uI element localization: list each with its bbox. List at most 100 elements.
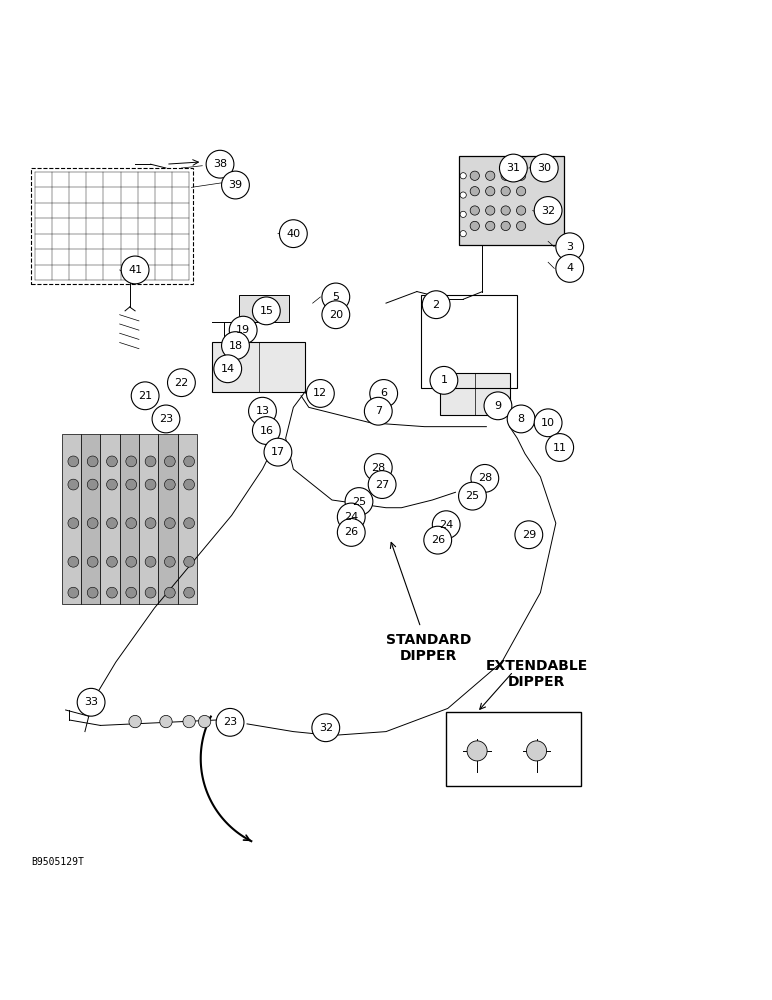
Circle shape [556,255,584,282]
Text: 11: 11 [553,443,567,453]
FancyBboxPatch shape [62,434,81,604]
FancyBboxPatch shape [100,434,120,604]
Circle shape [249,397,276,425]
Circle shape [486,171,495,180]
Text: 32: 32 [541,206,555,216]
Circle shape [486,221,495,231]
Circle shape [107,456,117,467]
Circle shape [470,206,479,215]
Circle shape [184,518,195,529]
Circle shape [107,556,117,567]
Text: 32: 32 [319,723,333,733]
Circle shape [486,187,495,196]
Text: 9: 9 [494,401,502,411]
Circle shape [126,479,137,490]
FancyBboxPatch shape [239,295,290,322]
Circle shape [145,518,156,529]
Circle shape [68,518,79,529]
Circle shape [229,316,257,344]
Circle shape [183,715,195,728]
Circle shape [184,587,195,598]
Circle shape [121,256,149,284]
Circle shape [222,332,249,359]
Circle shape [145,479,156,490]
Text: 27: 27 [375,480,389,490]
Circle shape [460,231,466,237]
FancyBboxPatch shape [178,434,197,604]
Circle shape [499,154,527,182]
Text: 40: 40 [286,229,300,239]
Circle shape [501,221,510,231]
Circle shape [107,479,117,490]
FancyBboxPatch shape [212,342,305,392]
Text: 8: 8 [517,414,525,424]
Circle shape [164,587,175,598]
Circle shape [87,518,98,529]
Circle shape [126,587,137,598]
Text: 39: 39 [229,180,242,190]
Circle shape [264,438,292,466]
Text: 5: 5 [332,292,340,302]
Text: 26: 26 [344,527,358,537]
Circle shape [198,715,211,728]
Circle shape [184,456,195,467]
Circle shape [337,503,365,531]
Text: 20: 20 [329,310,343,320]
Circle shape [337,519,365,546]
Text: 22: 22 [174,378,188,388]
Circle shape [534,197,562,224]
Circle shape [470,171,479,180]
FancyBboxPatch shape [440,373,510,415]
Circle shape [184,479,195,490]
Text: 6: 6 [380,388,388,398]
Circle shape [222,171,249,199]
Circle shape [164,479,175,490]
Circle shape [131,382,159,410]
Circle shape [206,150,234,178]
Text: 16: 16 [259,426,273,436]
Circle shape [516,221,526,231]
Text: 15: 15 [259,306,273,316]
Circle shape [424,526,452,554]
Text: 31: 31 [506,163,520,173]
Circle shape [471,464,499,492]
Circle shape [306,380,334,407]
Circle shape [460,173,466,179]
Circle shape [516,206,526,215]
Circle shape [145,456,156,467]
FancyBboxPatch shape [459,156,564,245]
Circle shape [68,587,79,598]
Text: 25: 25 [466,491,479,501]
Text: 33: 33 [84,697,98,707]
Circle shape [422,291,450,319]
Text: 12: 12 [313,388,327,398]
Circle shape [252,297,280,325]
Circle shape [516,187,526,196]
Circle shape [501,171,510,180]
Circle shape [107,587,117,598]
Circle shape [546,434,574,461]
Circle shape [345,488,373,515]
Circle shape [87,456,98,467]
Text: 29: 29 [522,530,536,540]
Circle shape [145,556,156,567]
FancyBboxPatch shape [288,224,302,231]
Circle shape [467,741,487,761]
Text: 10: 10 [541,418,555,428]
Circle shape [126,518,137,529]
Text: 23: 23 [159,414,173,424]
Circle shape [77,688,105,716]
Text: 24: 24 [439,520,453,530]
Circle shape [530,154,558,182]
Text: 28: 28 [371,463,385,473]
Text: 7: 7 [374,406,382,416]
Circle shape [214,355,242,383]
Text: 18: 18 [229,341,242,351]
Circle shape [516,171,526,180]
Circle shape [515,521,543,549]
Circle shape [164,456,175,467]
Circle shape [168,369,195,397]
Circle shape [87,479,98,490]
Circle shape [68,556,79,567]
Text: 1: 1 [440,375,448,385]
